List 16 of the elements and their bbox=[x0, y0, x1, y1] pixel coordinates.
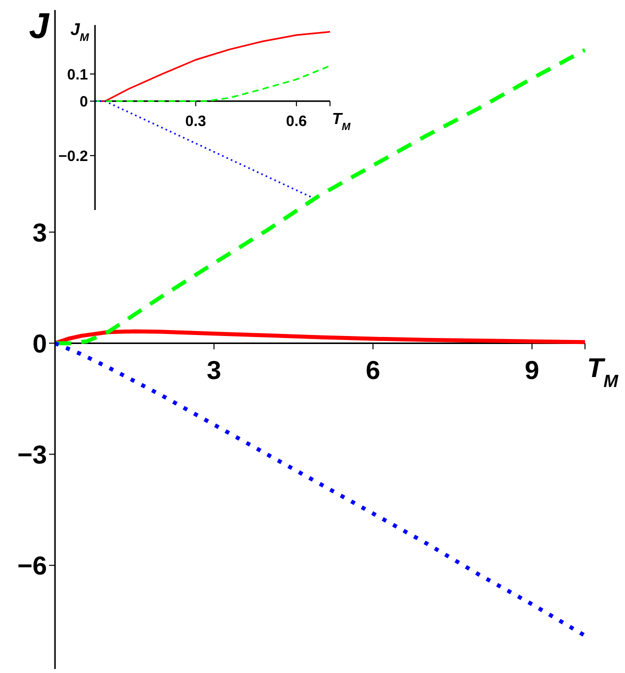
x-axis-title: T$_{M}$ bbox=[587, 353, 618, 392]
x-tick-label: 6 bbox=[366, 355, 380, 386]
x-tick-label: 0.3 bbox=[185, 113, 206, 130]
x-tick-label: 9 bbox=[524, 355, 540, 386]
y-tick-label: −0.2 bbox=[58, 148, 88, 165]
x-axis-title: T$_{M}$ bbox=[332, 111, 351, 133]
y-tick-label: 0 bbox=[32, 328, 47, 358]
y-tick-label: −3 bbox=[17, 440, 47, 470]
x-tick-label: 3 bbox=[206, 355, 222, 386]
y-tick-label: 0 bbox=[80, 94, 88, 110]
y-tick-label: 0.1 bbox=[67, 66, 88, 84]
y-tick-label: −6 bbox=[17, 550, 47, 581]
x-tick-label: 0.6 bbox=[286, 113, 307, 130]
y-tick-label: 3 bbox=[32, 217, 47, 248]
y-axis-title: J bbox=[28, 5, 50, 46]
y-axis-title: J$_{M}$ bbox=[70, 20, 90, 44]
